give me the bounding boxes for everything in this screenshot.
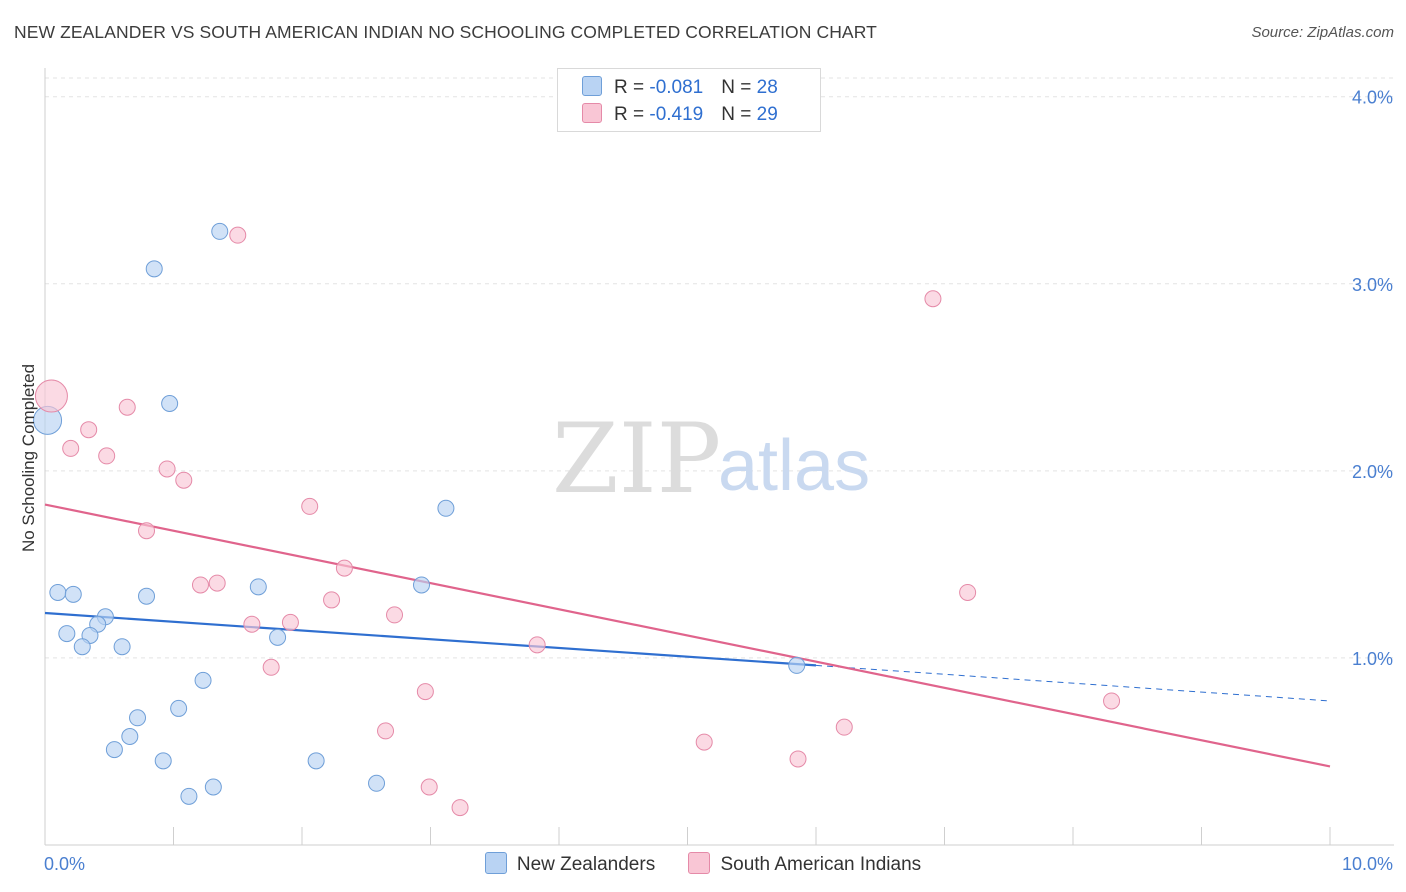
point-south-american-indians <box>34 379 68 413</box>
watermark: ZIP atlas <box>552 403 870 515</box>
trend-line-south-american-indians <box>44 503 1331 768</box>
point-south-american-indians <box>528 636 546 654</box>
point-new-zealanders <box>180 787 198 805</box>
point-new-zealanders <box>269 628 287 646</box>
point-new-zealanders <box>249 578 267 596</box>
pink-swatch-icon <box>688 852 711 874</box>
point-south-american-indians <box>695 733 713 751</box>
source-label: Source: ZipAtlas.com <box>1251 24 1394 41</box>
point-south-american-indians <box>191 576 209 594</box>
point-new-zealanders <box>170 699 188 717</box>
point-south-american-indians <box>158 460 176 478</box>
x-tick-label-min: 0.0% <box>44 854 85 874</box>
legend-row-south-american-indians: R = -0.419 N = 29 <box>582 103 778 125</box>
legend-label: South American Indians <box>720 854 922 875</box>
point-south-american-indians <box>416 683 434 701</box>
blue-swatch-icon <box>484 852 507 874</box>
n-value: 29 <box>756 104 778 125</box>
point-south-american-indians <box>420 778 438 796</box>
point-new-zealanders <box>129 709 147 727</box>
point-south-american-indians <box>323 591 341 609</box>
point-new-zealanders <box>204 778 222 796</box>
point-south-american-indians <box>80 421 98 439</box>
r-value: -0.081 <box>649 77 704 98</box>
point-south-american-indians <box>451 799 469 817</box>
point-south-american-indians <box>335 559 353 577</box>
trend-lines <box>44 503 1331 768</box>
data-points <box>33 222 1121 817</box>
y-tick-label: 2.0% <box>1352 462 1393 482</box>
legend-row-new-zealanders: R = -0.081 N = 28 <box>582 76 778 98</box>
point-south-american-indians <box>377 722 395 740</box>
point-south-american-indians <box>835 718 853 736</box>
point-new-zealanders <box>58 625 76 643</box>
legend-item-new-zealanders[interactable]: New Zealanders <box>484 852 656 876</box>
r-label: R = <box>614 77 650 98</box>
point-new-zealanders <box>154 752 172 770</box>
point-south-american-indians <box>281 613 299 631</box>
watermark-zip: ZIP <box>552 403 721 515</box>
point-new-zealanders <box>161 395 179 413</box>
point-new-zealanders <box>121 727 139 745</box>
point-south-american-indians <box>118 398 136 416</box>
point-new-zealanders <box>788 656 806 674</box>
r-label: R = <box>614 104 650 125</box>
point-south-american-indians <box>62 439 80 457</box>
point-new-zealanders <box>64 585 82 603</box>
y-tick-label: 1.0% <box>1352 649 1393 669</box>
point-south-american-indians <box>229 226 247 244</box>
legend-item-south-american-indians[interactable]: South American Indians <box>688 852 921 876</box>
r-value: -0.419 <box>649 104 704 125</box>
point-new-zealanders <box>194 671 212 689</box>
point-south-american-indians <box>789 750 807 768</box>
watermark-atlas: atlas <box>718 426 870 506</box>
point-new-zealanders <box>138 587 156 605</box>
point-new-zealanders <box>113 638 131 656</box>
point-new-zealanders <box>368 774 386 792</box>
point-south-american-indians <box>175 471 193 489</box>
y-axis-label: No Schooling Completed <box>19 364 38 552</box>
point-south-american-indians <box>959 583 977 601</box>
gridlines <box>45 77 1394 659</box>
pink-swatch-icon <box>582 103 602 123</box>
point-new-zealanders <box>105 741 123 759</box>
point-new-zealanders <box>49 583 67 601</box>
chart-title: NEW ZEALANDER VS SOUTH AMERICAN INDIAN N… <box>14 22 877 42</box>
n-value: 28 <box>756 77 778 98</box>
point-south-american-indians <box>138 522 156 540</box>
y-tick-label: 3.0% <box>1352 275 1393 295</box>
point-south-american-indians <box>1103 692 1121 710</box>
series-legend: New Zealanders South American Indians <box>0 852 1406 876</box>
point-new-zealanders <box>145 260 163 278</box>
blue-swatch-icon <box>582 76 602 96</box>
point-south-american-indians <box>262 658 280 676</box>
trend-line-new-zealanders-extension <box>815 664 1331 702</box>
point-south-american-indians <box>301 497 319 515</box>
correlation-legend: R = -0.081 N = 28 R = -0.419 N = 29 <box>557 68 821 132</box>
n-label: N = <box>721 104 757 125</box>
point-south-american-indians <box>386 606 404 624</box>
legend-label: New Zealanders <box>516 854 656 875</box>
point-new-zealanders <box>413 576 431 594</box>
axis-labels: 1.0% 2.0% 3.0% 4.0% 0.0% 10.0% No Schooling Co… <box>19 88 1393 874</box>
point-new-zealanders <box>307 752 325 770</box>
point-new-zealanders <box>211 222 229 240</box>
trend-line-new-zealanders <box>44 611 817 667</box>
point-south-american-indians <box>924 290 942 308</box>
y-tick-label: 4.0% <box>1352 88 1393 108</box>
point-south-american-indians <box>243 615 261 633</box>
point-new-zealanders <box>73 638 91 656</box>
point-south-american-indians <box>98 447 116 465</box>
point-new-zealanders <box>437 499 455 517</box>
x-tick-label-max: 10.0% <box>1342 854 1393 874</box>
axes <box>44 68 1394 846</box>
n-label: N = <box>721 77 757 98</box>
point-south-american-indians <box>208 574 226 592</box>
